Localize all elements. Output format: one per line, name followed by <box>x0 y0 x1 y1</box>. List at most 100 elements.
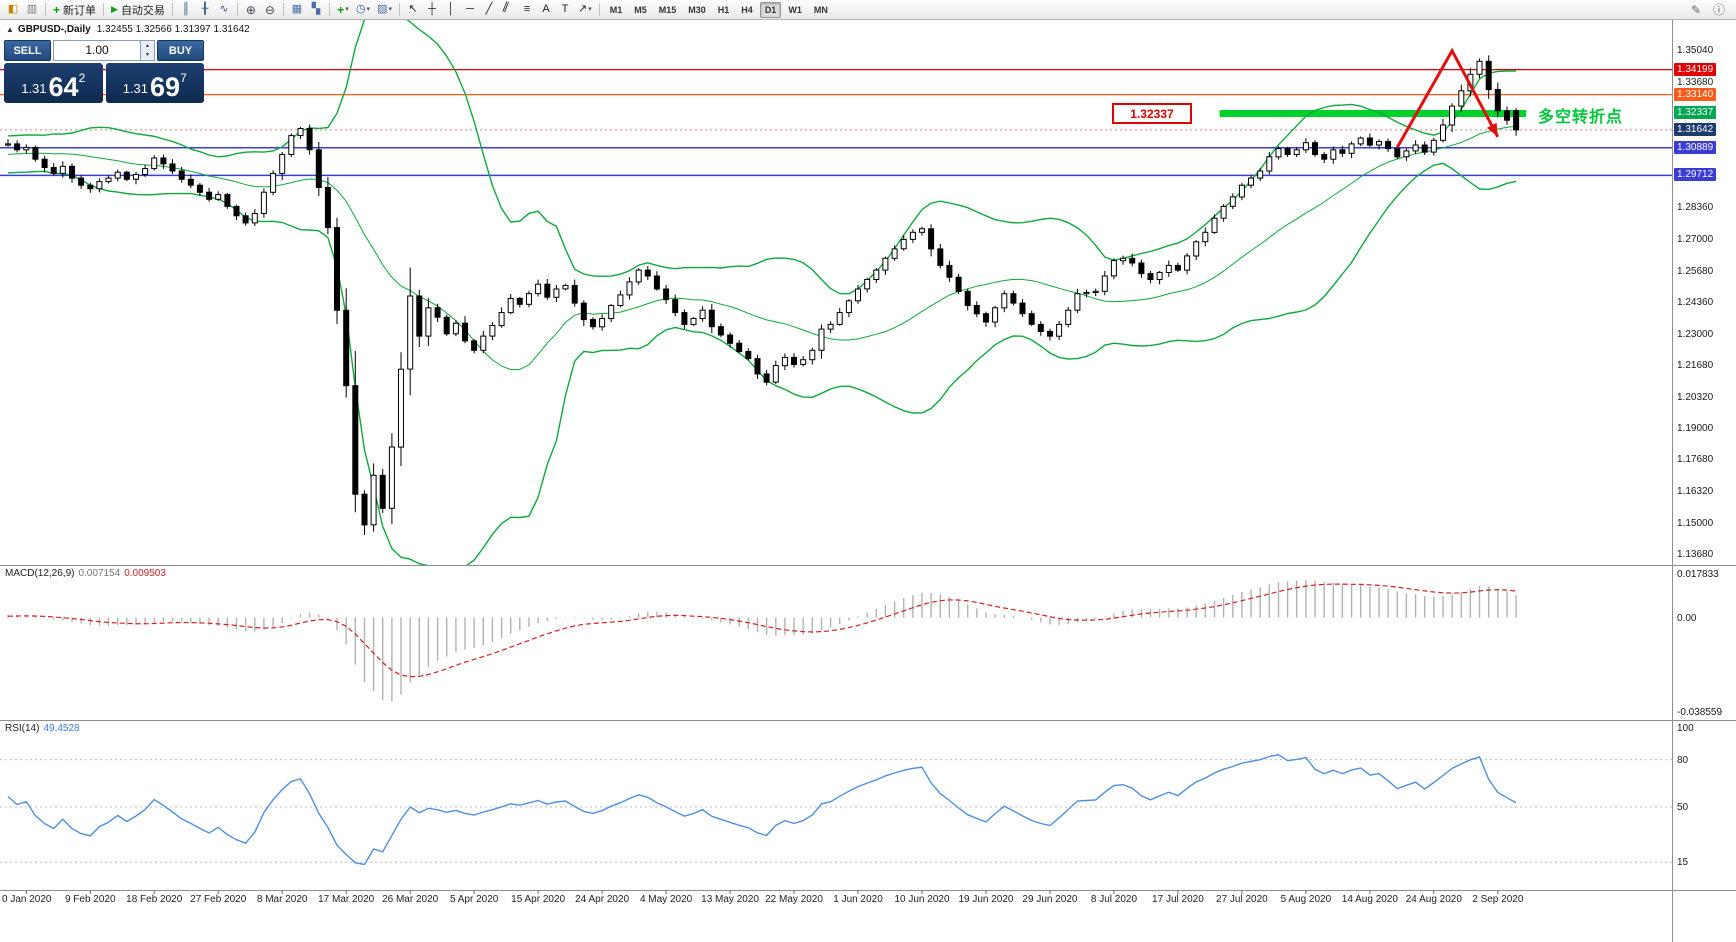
price-axis-tick: 1.24360 <box>1677 297 1714 308</box>
volume-value[interactable]: 1.00 <box>85 43 109 57</box>
time-axis-label: 14 Aug 2020 <box>1341 894 1398 905</box>
support-zone-line[interactable] <box>1219 110 1527 117</box>
toolbar-separator <box>328 3 330 16</box>
price-axis-tag: 1.30889 <box>1674 141 1717 154</box>
price-axis-tag: 1.32337 <box>1674 106 1717 119</box>
macd-signal-line <box>7 583 1517 678</box>
text-icon[interactable]: A <box>542 3 550 15</box>
bollinger-upper-band <box>7 20 1517 295</box>
timeframe-m1[interactable]: M1 <box>609 4 623 15</box>
time-axis-label: 27 Jul 2020 <box>1216 894 1268 905</box>
trendline-icon[interactable]: ╱ <box>485 3 493 15</box>
price-callout[interactable]: 1.32337 <box>1112 103 1192 124</box>
channel-icon[interactable]: ∥ <box>500 0 511 14</box>
price-axis-tick: 1.17680 <box>1677 454 1714 465</box>
profiles-icon[interactable]: ▥ <box>26 3 38 15</box>
toolbar-separator <box>45 3 46 16</box>
buy-button[interactable]: BUY <box>157 40 204 61</box>
candlestick-icon[interactable]: ╂ <box>201 3 209 15</box>
buy-price[interactable]: 1.31 69 7 <box>105 63 204 103</box>
timeframe-d1[interactable]: D1 <box>759 1 782 18</box>
time-axis-label: 27 Feb 2020 <box>190 894 247 905</box>
dropdown-icon: ▾ <box>366 6 371 13</box>
price-axis-tick: 1.35040 <box>1677 45 1714 56</box>
timeframe-h1[interactable]: H1 <box>717 4 730 15</box>
price-axis-tag: 1.33140 <box>1674 88 1717 101</box>
price-axis-tag: 1.31642 <box>1674 123 1717 136</box>
line-chart-icon[interactable]: ∿ <box>219 3 229 15</box>
periods-button[interactable]: ◷ ▾ <box>353 2 373 18</box>
oct-toggle-icon[interactable]: ▲ <box>6 25 14 34</box>
timeframe-m15[interactable]: M15 <box>658 4 677 15</box>
macd-main-value: 0.007154 <box>78 568 121 579</box>
chart-ohlc-header: ▲ GBPUSD-,Daily 1.32455 1.32566 1.31397 1.… <box>6 24 250 35</box>
sell-price-base: 1.31 <box>21 81 47 96</box>
trend-arrow[interactable] <box>1395 47 1500 149</box>
sell-button[interactable]: SELL <box>4 40 51 61</box>
bar-chart-icon[interactable]: ║ <box>182 3 190 15</box>
dropdown-icon: ▾ <box>345 6 349 13</box>
indicators-button[interactable]: + ▾ <box>334 2 352 18</box>
time-axis-label: 22 May 2020 <box>765 894 823 905</box>
macd-axis-label: 0.00 <box>1677 613 1697 624</box>
ohlc-values: 1.32455 1.32566 1.31397 1.31642 <box>96 24 250 35</box>
price-axis-tag: 1.34199 <box>1674 63 1717 76</box>
toolbar-separator <box>171 3 173 16</box>
periods-icon: ◷ <box>355 3 366 15</box>
dropdown-icon: ▾ <box>388 6 392 13</box>
time-axis-label: 9 Feb 2020 <box>64 894 116 905</box>
time-axis-label: 17 Jul 2020 <box>1152 894 1204 905</box>
timeframe-mn[interactable]: MN <box>813 4 828 15</box>
volume-input[interactable]: 1.00 ▴ ▾ <box>53 40 155 61</box>
spin-down-icon[interactable]: ▾ <box>141 50 154 60</box>
timeframe-h4[interactable]: H4 <box>741 4 753 15</box>
tile-windows-icon[interactable]: ▦ <box>291 3 303 15</box>
help-icon[interactable]: ⓘ <box>1712 2 1725 17</box>
price-axis-tick: 1.15000 <box>1677 518 1714 529</box>
new-chart-icon[interactable]: ◧ <box>7 3 19 15</box>
hline-icon[interactable]: ─ <box>466 3 474 15</box>
new-order-button[interactable]: + 新订单 <box>50 2 99 18</box>
autotrade-button[interactable]: ▶ 自动交易 <box>108 2 168 18</box>
bollinger-lower-band <box>7 162 1517 565</box>
zoom-in-icon[interactable]: ⊕ <box>245 2 256 17</box>
cursor-icon[interactable]: ↖ <box>408 3 418 15</box>
rsi-line <box>7 754 1517 866</box>
templates-button[interactable]: ▨ ▾ <box>374 2 395 18</box>
time-axis-label: 5 Aug 2020 <box>1280 894 1332 905</box>
new-order-label: 新订单 <box>63 4 97 17</box>
autotrade-label: 自动交易 <box>120 4 165 17</box>
main-chart-panel[interactable] <box>0 4 1672 570</box>
zoom-out-icon[interactable]: ⊖ <box>264 2 275 17</box>
time-axis-label: 10 Jun 2020 <box>894 894 950 905</box>
label-icon[interactable]: T <box>561 3 569 15</box>
timeframe-w1[interactable]: W1 <box>788 4 802 15</box>
spread-caret <box>100 62 108 67</box>
new-order-icon: + <box>53 2 61 17</box>
time-axis-label: 13 May 2020 <box>701 894 759 905</box>
toolbar-separator <box>598 3 600 16</box>
turning-point-label[interactable]: 多空转折点 <box>1538 109 1624 126</box>
fibonacci-icon[interactable]: ≡ <box>523 3 531 15</box>
spin-up-icon[interactable]: ▴ <box>141 41 154 51</box>
time-axis-label: 0 Jan 2020 <box>2 894 52 905</box>
arrows-button[interactable]: ↗ ▾ <box>575 2 595 18</box>
indicators-icon: + <box>337 2 345 17</box>
timeframe-m30[interactable]: M30 <box>688 4 706 15</box>
timeframe-m5[interactable]: M5 <box>634 4 647 15</box>
macd-axis-label: 0.017833 <box>1677 569 1719 580</box>
auto-arrange-icon[interactable]: ▚ <box>311 3 321 15</box>
crosshair-icon[interactable]: ┼ <box>428 3 436 15</box>
macd-panel[interactable] <box>7 579 1517 702</box>
pencil-icon[interactable]: ✎ <box>1690 2 1702 17</box>
price-axis-tick: 1.23000 <box>1677 329 1714 340</box>
candlestick-series <box>5 55 1520 536</box>
sell-price[interactable]: 1.31 64 2 <box>4 63 103 103</box>
rsi-panel[interactable] <box>0 754 1672 866</box>
vline-icon[interactable]: │ <box>447 3 455 15</box>
symbol-name: GBPUSD-,Daily <box>17 24 91 35</box>
arrow-head <box>1486 122 1498 137</box>
time-axis-label: 29 Jun 2020 <box>1022 894 1078 905</box>
buy-price-point: 7 <box>180 71 187 85</box>
